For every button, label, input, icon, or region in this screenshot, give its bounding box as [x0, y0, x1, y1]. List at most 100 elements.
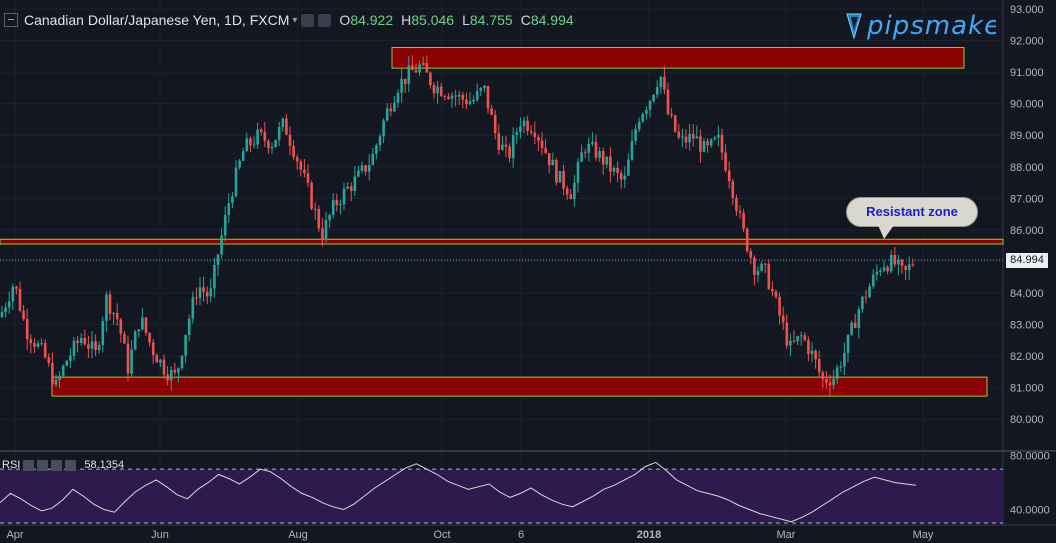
- candle-body: [699, 136, 702, 152]
- candle-body: [493, 114, 497, 134]
- rsi-label[interactable]: RSI: [2, 459, 21, 471]
- candle-body: [886, 267, 889, 272]
- candle-body: [573, 182, 576, 200]
- candle-body: [879, 270, 882, 272]
- visibility-icon[interactable]: [301, 13, 315, 27]
- candle-body: [357, 170, 360, 177]
- candle-body: [580, 152, 583, 162]
- y-tick-label: 86.000: [1010, 225, 1044, 237]
- chevron-down-icon[interactable]: ▾: [292, 14, 298, 26]
- candle-body: [11, 286, 15, 302]
- resistant-zone-callout: Resistant zone: [846, 197, 978, 227]
- candle-body: [105, 294, 108, 322]
- collapse-icon[interactable]: [4, 13, 18, 27]
- rsi-eye-icon[interactable]: [23, 459, 35, 471]
- candle-body: [504, 144, 508, 147]
- candle-body: [612, 167, 616, 172]
- support-resistance-zone-3: [51, 376, 988, 397]
- candle-body: [537, 137, 540, 141]
- candle-body: [7, 301, 11, 308]
- candle-body: [742, 212, 745, 229]
- settings-icon[interactable]: [318, 13, 332, 27]
- candle-body: [522, 120, 526, 127]
- candle-body: [443, 95, 447, 97]
- candle-body: [245, 138, 249, 152]
- candle-body: [87, 344, 90, 349]
- candle-body: [785, 322, 789, 346]
- candle-body: [97, 344, 101, 351]
- rsi-settings-icon[interactable]: [37, 459, 49, 471]
- candle-body: [191, 297, 195, 319]
- candle-body: [241, 151, 245, 161]
- candle-body: [393, 102, 396, 112]
- candle-body: [583, 152, 587, 154]
- candle-body: [367, 164, 371, 172]
- candle-body: [328, 214, 331, 220]
- candle-body: [825, 378, 828, 383]
- candle-body: [198, 287, 202, 298]
- candle-body: [90, 341, 94, 349]
- candle-body: [853, 322, 857, 328]
- candle-body: [508, 146, 511, 159]
- candle-body: [681, 136, 684, 138]
- candle-body: [511, 134, 515, 159]
- candle-body: [40, 343, 43, 345]
- candle-body: [645, 109, 648, 115]
- candle-body: [126, 343, 130, 374]
- candle-body: [432, 85, 436, 94]
- candle-body: [475, 91, 479, 100]
- candle-body: [115, 312, 119, 320]
- candle-body: [270, 146, 274, 149]
- candle-body: [263, 131, 267, 141]
- candle-body: [411, 65, 414, 71]
- candle-body: [627, 159, 630, 176]
- candle-body: [781, 315, 785, 323]
- rsi-legend: RSI 58.1354: [2, 459, 124, 471]
- candle-body: [555, 160, 558, 183]
- candle-body: [382, 120, 385, 137]
- candle-body: [490, 108, 493, 115]
- candle-body: [292, 145, 295, 158]
- candle-body: [789, 340, 792, 346]
- candle-body: [310, 182, 313, 209]
- candle-body: [609, 156, 612, 172]
- rsi-close-icon[interactable]: [51, 459, 63, 471]
- candle-body: [447, 96, 450, 99]
- candle-body: [274, 139, 277, 147]
- candle-body: [439, 86, 443, 96]
- candle-body: [623, 175, 627, 180]
- candle-body: [43, 343, 47, 358]
- candle-body: [403, 78, 407, 84]
- candle-body: [835, 367, 839, 379]
- candle-body: [421, 63, 425, 65]
- candle-body: [673, 115, 677, 132]
- candle-body: [817, 359, 821, 373]
- candle-body: [141, 317, 144, 330]
- candle-body: [717, 134, 720, 138]
- candle-body: [281, 118, 285, 127]
- candle-body: [61, 365, 65, 376]
- candle-body: [166, 374, 169, 381]
- candle-body: [709, 139, 713, 146]
- candle-body: [519, 126, 522, 133]
- candle-body: [429, 72, 432, 86]
- support-resistance-zone-2: [0, 238, 1004, 245]
- candle-body: [22, 310, 25, 320]
- y-tick-label: 92.000: [1010, 36, 1044, 48]
- chart-header: Canadian Dollar/Japanese Yen, 1D, FXCM ▾…: [0, 9, 574, 31]
- low-label: L: [462, 12, 470, 28]
- candle-body: [547, 153, 551, 166]
- candle-body: [526, 120, 529, 131]
- candle-body: [375, 145, 378, 154]
- candle-body: [814, 350, 817, 360]
- symbol-title[interactable]: Canadian Dollar/Japanese Yen, 1D, FXCM: [24, 12, 290, 28]
- x-tick-label: Aug: [288, 529, 308, 541]
- candle-body: [130, 349, 133, 374]
- candle-body: [220, 235, 223, 255]
- rsi-more-icon[interactable]: [65, 459, 77, 471]
- candle-body: [666, 89, 670, 115]
- candle-body: [252, 144, 256, 146]
- x-tick-label: 2018: [637, 529, 661, 541]
